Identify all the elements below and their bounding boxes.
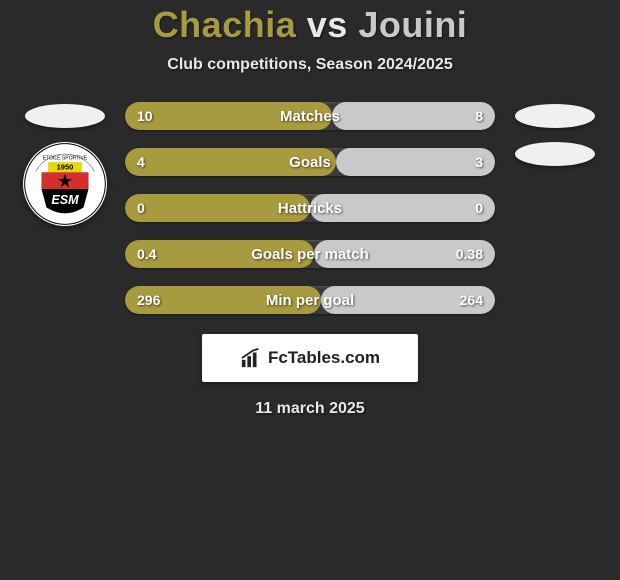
badge-year: 1950: [57, 163, 74, 172]
stat-value-left: 0.4: [137, 246, 156, 262]
page-title: Chachia vs Jouini: [153, 4, 468, 46]
stat-value-right: 264: [460, 292, 483, 308]
infographic-container: Chachia vs Jouini Club competitions, Sea…: [0, 0, 620, 418]
stat-right-fill: [332, 102, 495, 130]
stat-value-left: 10: [137, 108, 153, 124]
title-player2: Jouini: [358, 4, 467, 45]
stats-column: Matches 10 8 Goals 4 3 Hattricks 0 0 Goals per ma…: [125, 102, 495, 314]
right-side-column: [505, 102, 605, 166]
stat-value-left: 296: [137, 292, 160, 308]
date-text: 11 march 2025: [255, 400, 364, 418]
title-vs: vs: [307, 4, 348, 45]
player2-club-oval: [515, 142, 595, 166]
player2-flag-oval: [515, 104, 595, 128]
left-side-column: ETOILE SPORTIVE 1950 ESM: [15, 102, 115, 226]
subtitle: Club competitions, Season 2024/2025: [167, 56, 452, 74]
stat-bar: Min per goal 296 264: [125, 286, 495, 314]
badge-initials: ESM: [51, 193, 79, 207]
player1-flag-oval: [25, 104, 105, 128]
stat-value-right: 3: [475, 154, 483, 170]
stat-bar: Matches 10 8: [125, 102, 495, 130]
stat-value-right: 8: [475, 108, 483, 124]
stat-bar: Goals per match 0.4 0.38: [125, 240, 495, 268]
chart-icon: [240, 347, 262, 369]
stat-bar: Goals 4 3: [125, 148, 495, 176]
player1-club-badge: ETOILE SPORTIVE 1950 ESM: [23, 142, 107, 226]
stat-label: Goals per match: [251, 246, 369, 263]
stat-label: Goals: [289, 154, 331, 171]
badge-text-top: ETOILE SPORTIVE: [43, 156, 88, 162]
stat-label: Min per goal: [266, 292, 354, 309]
footer-brand-badge: FcTables.com: [202, 334, 418, 382]
stat-label: Matches: [280, 108, 340, 125]
stat-value-right: 0: [475, 200, 483, 216]
footer-brand-text: FcTables.com: [268, 348, 380, 368]
stat-bar: Hattricks 0 0: [125, 194, 495, 222]
stat-label: Hattricks: [278, 200, 342, 217]
stat-value-right: 0.38: [456, 246, 483, 262]
club-badge-icon: ETOILE SPORTIVE 1950 ESM: [23, 142, 107, 226]
stat-value-left: 4: [137, 154, 145, 170]
title-player1: Chachia: [153, 4, 297, 45]
stat-right-fill: [336, 148, 495, 176]
content-row: ETOILE SPORTIVE 1950 ESM Matches 10 8 Goals…: [0, 102, 620, 314]
stat-value-left: 0: [137, 200, 145, 216]
